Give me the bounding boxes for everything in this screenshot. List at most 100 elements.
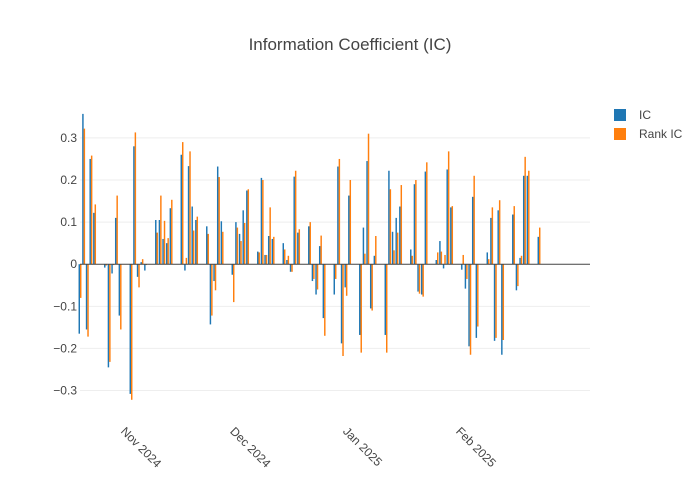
ic-bar — [169, 208, 172, 265]
rank-ic-bar — [400, 185, 403, 265]
rank-ic-bar — [491, 207, 494, 265]
legend: IC Rank IC — [614, 108, 683, 141]
rank-ic-bar — [214, 264, 217, 291]
ic-bar — [246, 190, 248, 265]
ic-bar — [359, 264, 361, 335]
rank-ic-bar — [320, 235, 322, 265]
ic-bar — [111, 264, 113, 274]
ic-bar — [282, 243, 284, 265]
ic-bar — [242, 210, 244, 265]
rank-ic-bar — [502, 264, 505, 340]
ic-bar — [373, 255, 376, 265]
y-tick-label: 0.1 — [60, 215, 77, 229]
ic-bar — [136, 264, 139, 277]
ic-bar — [257, 251, 259, 265]
x-tick-label: Nov 2024 — [118, 424, 164, 470]
ic-bar — [162, 238, 164, 265]
legend-label: Rank IC — [639, 127, 683, 141]
rank-ic-bar — [411, 255, 413, 265]
rank-ic-bar — [520, 255, 523, 265]
ic-bar — [340, 264, 343, 344]
ic-bar — [140, 262, 142, 265]
ic-bar — [522, 175, 525, 265]
rank-ic-bar — [116, 195, 118, 265]
rank-ic-bar — [185, 257, 188, 265]
ic-bar — [289, 264, 292, 272]
ic-bar — [471, 196, 474, 265]
rank-ic-bar — [240, 241, 242, 265]
ic-bar — [78, 264, 80, 334]
rank-ic-bar — [87, 264, 89, 337]
ic-bar — [468, 264, 470, 347]
bars — [78, 113, 541, 400]
ic-bar — [435, 260, 437, 265]
y-tick-label: 0.2 — [60, 173, 77, 187]
ic-bar — [85, 264, 88, 330]
ic-bar — [238, 233, 241, 265]
ic-bar — [180, 154, 182, 265]
ic-bar — [537, 236, 539, 265]
ic-bar — [315, 264, 317, 295]
ic-bar — [526, 175, 529, 265]
rank-ic-bar — [131, 264, 133, 400]
ic-bar — [384, 264, 386, 335]
rank-ic-bar — [447, 151, 450, 265]
x-axis: Nov 2024 Dec 2024 Jan 2025 Feb 2025 — [118, 424, 499, 470]
rank-ic-bar — [345, 264, 348, 296]
rank-ic-bar — [196, 216, 199, 265]
rank-ic-bar — [396, 232, 399, 265]
ic-bar — [82, 113, 84, 265]
rank-ic-bar — [134, 132, 137, 265]
rank-ic-bar — [236, 227, 239, 265]
rank-ic-bar — [528, 170, 530, 265]
rank-ic-bar — [440, 251, 443, 265]
ic-bar — [450, 207, 452, 265]
rank-ic-bar — [335, 264, 337, 279]
rank-ic-bar — [109, 264, 111, 362]
rank-ic-bar — [469, 264, 472, 355]
x-tick-label: Feb 2025 — [453, 424, 499, 470]
ic-bar — [260, 177, 263, 265]
rank-ic-bar — [426, 162, 428, 265]
rank-ic-bar — [451, 206, 454, 265]
rank-ic-bar — [207, 233, 209, 265]
rank-ic-bar — [422, 264, 424, 297]
ic-bar — [311, 264, 314, 282]
rank-ic-bar — [287, 255, 290, 265]
rank-ic-bar — [294, 170, 297, 265]
rank-ic-bar — [90, 155, 93, 265]
ic-bar — [114, 217, 117, 265]
rank-ic-bar — [444, 254, 446, 265]
ic-bar — [348, 195, 350, 265]
legend-item[interactable]: Rank IC — [614, 127, 683, 141]
ic-bar — [267, 236, 270, 265]
legend-item[interactable]: IC — [614, 108, 651, 122]
rank-ic-bar — [233, 264, 235, 303]
y-tick-label: 0 — [70, 257, 77, 271]
legend-swatch — [614, 109, 626, 121]
rank-ic-bar — [156, 232, 158, 265]
ic-bar — [497, 210, 499, 265]
ic-bar — [213, 264, 215, 282]
rank-ic-bar — [524, 156, 526, 265]
ic-bar — [391, 231, 394, 265]
rank-ic-bar — [269, 207, 271, 265]
rank-ic-bar — [284, 249, 286, 265]
ic-bar — [512, 214, 514, 265]
ic-bar — [318, 246, 321, 265]
rank-ic-bar — [462, 254, 464, 265]
ic-bar — [286, 260, 288, 265]
ic-bar — [231, 264, 233, 275]
ic-bar — [446, 169, 448, 265]
ic-bar — [264, 254, 266, 265]
ic-bar — [486, 252, 488, 265]
rank-ic-bar — [371, 264, 373, 311]
rank-ic-bar — [473, 175, 475, 265]
ic-bar — [129, 264, 131, 394]
rank-ic-bar — [273, 236, 275, 265]
rank-ic-bar — [466, 264, 468, 279]
legend-swatch — [614, 128, 626, 140]
rank-ic-bar — [389, 189, 392, 265]
ic-bar — [206, 226, 208, 265]
